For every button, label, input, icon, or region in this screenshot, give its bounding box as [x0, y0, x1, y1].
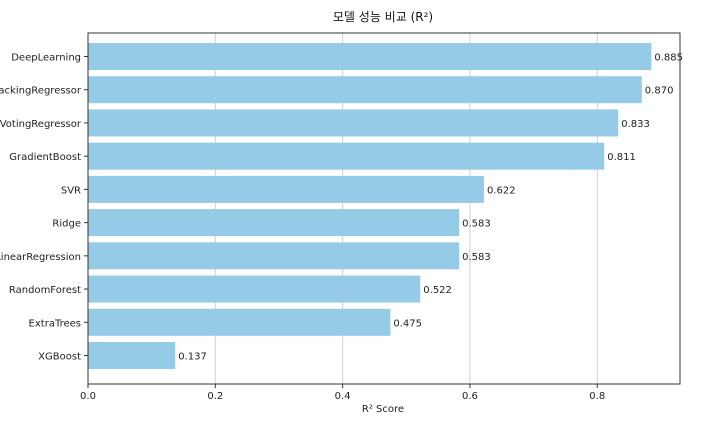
bars	[88, 43, 652, 369]
bar	[88, 76, 642, 104]
bar-value-label: 0.622	[487, 185, 516, 196]
chart-title: 모델 성능 비교 (R²)	[333, 10, 433, 24]
x-axis-title: R² Score	[362, 404, 404, 415]
bar-value-label: 0.137	[178, 352, 207, 363]
x-axis-ticks: 0.0 0.2 0.4 0.6 0.8	[80, 384, 605, 402]
bar-value-label: 0.833	[621, 119, 650, 130]
y-tick-label: ExtraTrees	[29, 318, 81, 329]
bar	[88, 175, 484, 203]
y-tick-label: XGBoost	[38, 352, 81, 363]
bar	[88, 43, 652, 70]
x-tick-label: 0.2	[207, 391, 223, 402]
y-tick-label: SVR	[61, 185, 81, 196]
bar-value-label: 0.870	[645, 86, 674, 97]
bar	[88, 308, 391, 336]
y-tick-label: RandomForest	[9, 285, 81, 296]
bar-value-label: 0.811	[607, 152, 636, 163]
y-tick-label: StackingRegressor	[0, 86, 82, 97]
x-tick-label: 0.4	[335, 391, 351, 402]
bar-value-label: 0.583	[462, 219, 491, 230]
value-labels: 0.885 0.870 0.833 0.811 0.622 0.583 0.583 0.522…	[178, 53, 683, 363]
y-tick-label: GradientBoost	[9, 152, 81, 163]
plot-frame	[87, 32, 681, 385]
bar	[88, 209, 460, 237]
bar	[88, 242, 460, 270]
bar-value-label: 0.475	[393, 318, 422, 329]
y-axis-ticks: DeepLearning StackingRegressor VotingRegre…	[0, 53, 88, 363]
bar	[88, 275, 421, 303]
bar	[88, 342, 176, 369]
bar-value-label: 0.522	[423, 285, 452, 296]
x-tick-label: 0.8	[589, 391, 605, 402]
x-tick-label: 0.6	[462, 391, 478, 402]
bar-value-label: 0.885	[654, 53, 683, 64]
y-tick-label: LinearRegression	[0, 252, 81, 263]
bar	[88, 142, 605, 170]
bar	[88, 109, 619, 137]
y-tick-label: VotingRegressor	[0, 119, 82, 130]
y-tick-label: Ridge	[52, 219, 81, 230]
bar-value-label: 0.583	[462, 252, 491, 263]
x-tick-label: 0.0	[80, 391, 96, 402]
y-tick-label: DeepLearning	[11, 53, 81, 64]
